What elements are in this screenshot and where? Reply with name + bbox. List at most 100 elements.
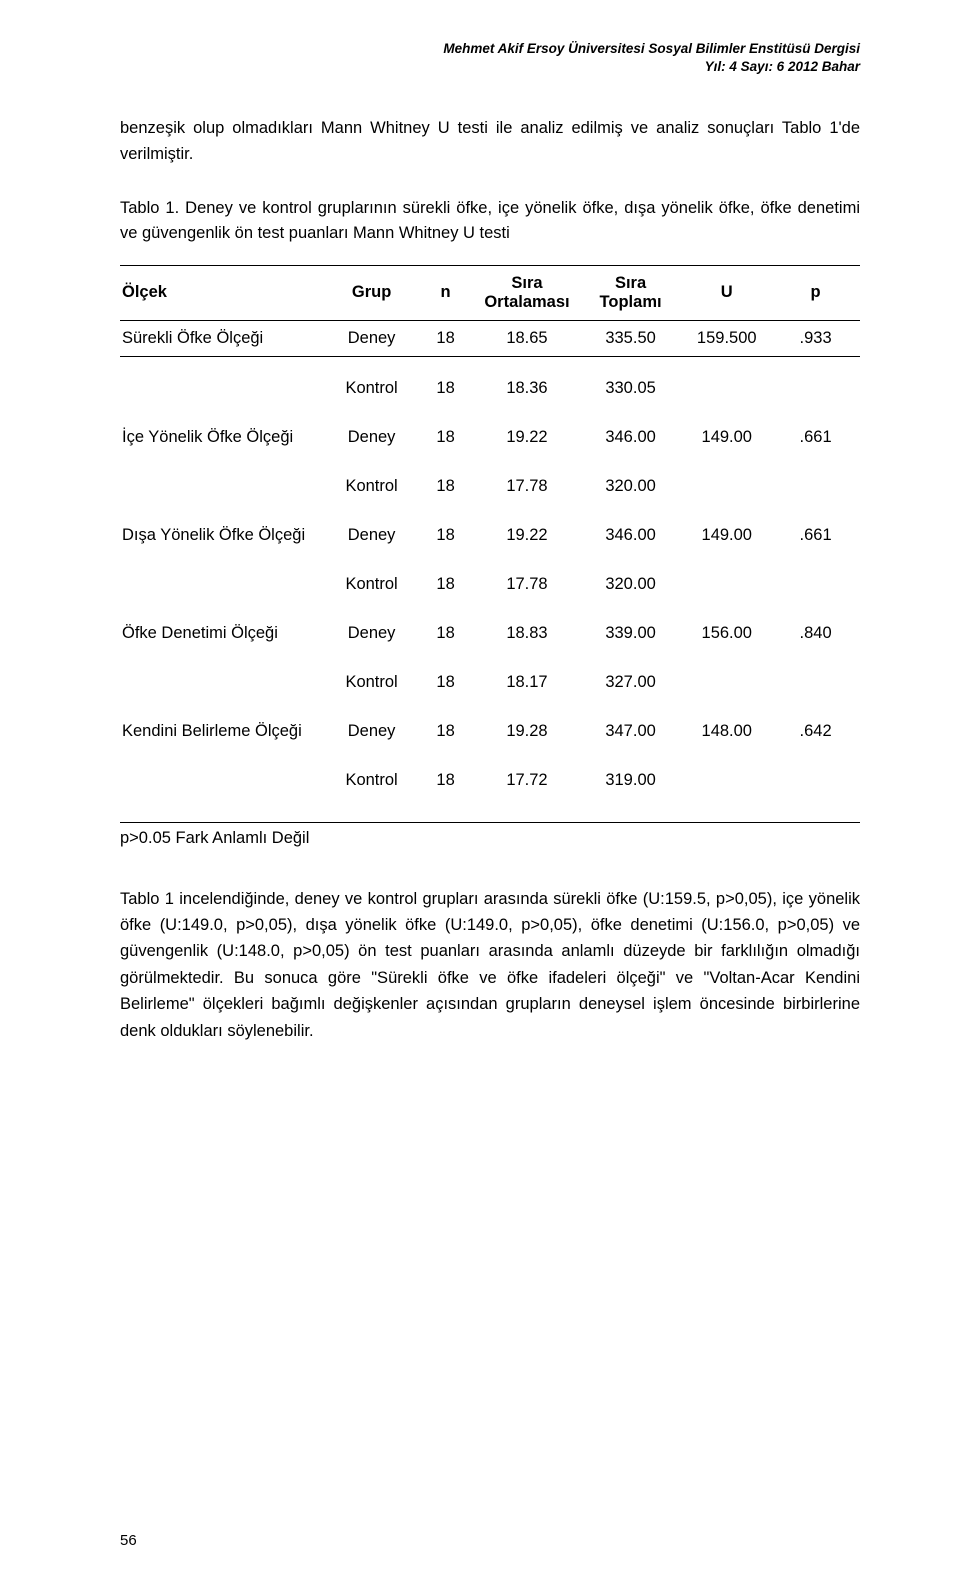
cell-p: .642 <box>771 714 860 749</box>
cell-sira-top: 327.00 <box>579 651 683 714</box>
cell-olcek: Sürekli Öfke Ölçeği <box>120 320 327 356</box>
cell-p <box>771 356 860 420</box>
cell-p <box>771 553 860 616</box>
col-header-p: p <box>771 265 860 320</box>
table-row: Sürekli Öfke ÖlçeğiDeney1818.65335.50159… <box>120 320 860 356</box>
table-row: Kontrol1817.72319.00 <box>120 749 860 812</box>
table-body: Sürekli Öfke ÖlçeğiDeney1818.65335.50159… <box>120 320 860 812</box>
page-number: 56 <box>120 1532 137 1549</box>
intro-paragraph: benzeşik olup olmadıkları Mann Whitney U… <box>120 116 860 167</box>
table-row: Dışa Yönelik Öfke ÖlçeğiDeney1819.22346.… <box>120 518 860 553</box>
table-row: Kendini Belirleme ÖlçeğiDeney1819.28347.… <box>120 714 860 749</box>
cell-grup: Kontrol <box>327 455 416 518</box>
cell-grup: Deney <box>327 518 416 553</box>
cell-sira-ort: 18.83 <box>475 616 579 651</box>
cell-olcek: Dışa Yönelik Öfke Ölçeği <box>120 518 327 553</box>
cell-grup: Deney <box>327 714 416 749</box>
journal-header: Mehmet Akif Ersoy Üniversitesi Sosyal Bi… <box>120 40 860 76</box>
results-table: Ölçek Grup n Sıra Ortalaması Sıra Toplam… <box>120 265 860 812</box>
cell-grup: Deney <box>327 420 416 455</box>
cell-sira-ort: 19.22 <box>475 518 579 553</box>
cell-olcek: Öfke Denetimi Ölçeği <box>120 616 327 651</box>
cell-n: 18 <box>416 518 475 553</box>
cell-u <box>682 455 771 518</box>
cell-u <box>682 553 771 616</box>
table-row: Kontrol1817.78320.00 <box>120 455 860 518</box>
cell-sira-top: 339.00 <box>579 616 683 651</box>
cell-p: .840 <box>771 616 860 651</box>
discussion-paragraph: Tablo 1 incelendiğinde, deney ve kontrol… <box>120 886 860 1044</box>
col-header-sira-ort-line1: Sıra <box>479 274 575 293</box>
cell-n: 18 <box>416 714 475 749</box>
col-header-sira-top-line1: Sıra <box>583 274 679 293</box>
cell-n: 18 <box>416 749 475 812</box>
cell-n: 18 <box>416 455 475 518</box>
cell-u <box>682 651 771 714</box>
col-header-sira-ort: Sıra Ortalaması <box>475 265 579 320</box>
cell-u: 149.00 <box>682 518 771 553</box>
cell-p: .933 <box>771 320 860 356</box>
cell-u <box>682 356 771 420</box>
page-container: Mehmet Akif Ersoy Üniversitesi Sosyal Bi… <box>0 0 960 1579</box>
col-header-sira-top-line2: Toplamı <box>583 293 679 312</box>
col-header-olcek: Ölçek <box>120 265 327 320</box>
cell-sira-top: 335.50 <box>579 320 683 356</box>
cell-grup: Kontrol <box>327 356 416 420</box>
cell-sira-top: 346.00 <box>579 518 683 553</box>
cell-olcek: Kendini Belirleme Ölçeği <box>120 714 327 749</box>
table-row: Kontrol1817.78320.00 <box>120 553 860 616</box>
cell-grup: Kontrol <box>327 553 416 616</box>
cell-sira-ort: 18.17 <box>475 651 579 714</box>
cell-u: 148.00 <box>682 714 771 749</box>
cell-n: 18 <box>416 616 475 651</box>
cell-p <box>771 651 860 714</box>
col-header-n: n <box>416 265 475 320</box>
cell-n: 18 <box>416 553 475 616</box>
col-header-sira-top: Sıra Toplamı <box>579 265 683 320</box>
table-header-row: Ölçek Grup n Sıra Ortalaması Sıra Toplam… <box>120 265 860 320</box>
cell-sira-top: 319.00 <box>579 749 683 812</box>
cell-sira-ort: 19.22 <box>475 420 579 455</box>
cell-p: .661 <box>771 518 860 553</box>
cell-n: 18 <box>416 356 475 420</box>
cell-sira-top: 347.00 <box>579 714 683 749</box>
cell-grup: Deney <box>327 320 416 356</box>
cell-sira-ort: 17.78 <box>475 553 579 616</box>
cell-olcek <box>120 455 327 518</box>
footnote-text: p>0.05 Fark Anlamlı Değil <box>120 823 860 848</box>
cell-grup: Deney <box>327 616 416 651</box>
table-row: Kontrol1818.17327.00 <box>120 651 860 714</box>
cell-n: 18 <box>416 320 475 356</box>
cell-n: 18 <box>416 420 475 455</box>
cell-olcek <box>120 356 327 420</box>
cell-p: .661 <box>771 420 860 455</box>
cell-sira-top: 320.00 <box>579 455 683 518</box>
cell-u <box>682 749 771 812</box>
table-row: Kontrol1818.36330.05 <box>120 356 860 420</box>
table-row: İçe Yönelik Öfke ÖlçeğiDeney1819.22346.0… <box>120 420 860 455</box>
cell-u: 149.00 <box>682 420 771 455</box>
issue-info: Yıl: 4 Sayı: 6 2012 Bahar <box>120 58 860 76</box>
cell-sira-ort: 19.28 <box>475 714 579 749</box>
cell-olcek <box>120 651 327 714</box>
cell-grup: Kontrol <box>327 749 416 812</box>
table-caption: Tablo 1. Deney ve kontrol gruplarının sü… <box>120 196 860 247</box>
cell-olcek <box>120 553 327 616</box>
cell-sira-top: 320.00 <box>579 553 683 616</box>
col-header-grup: Grup <box>327 265 416 320</box>
cell-p <box>771 749 860 812</box>
cell-u: 156.00 <box>682 616 771 651</box>
cell-grup: Kontrol <box>327 651 416 714</box>
cell-sira-ort: 17.72 <box>475 749 579 812</box>
cell-sira-top: 346.00 <box>579 420 683 455</box>
col-header-sira-ort-line2: Ortalaması <box>479 293 575 312</box>
cell-u: 159.500 <box>682 320 771 356</box>
cell-sira-ort: 17.78 <box>475 455 579 518</box>
table-row: Öfke Denetimi ÖlçeğiDeney1818.83339.0015… <box>120 616 860 651</box>
journal-title: Mehmet Akif Ersoy Üniversitesi Sosyal Bi… <box>120 40 860 58</box>
col-header-u: U <box>682 265 771 320</box>
cell-sira-ort: 18.36 <box>475 356 579 420</box>
cell-n: 18 <box>416 651 475 714</box>
cell-olcek: İçe Yönelik Öfke Ölçeği <box>120 420 327 455</box>
cell-olcek <box>120 749 327 812</box>
